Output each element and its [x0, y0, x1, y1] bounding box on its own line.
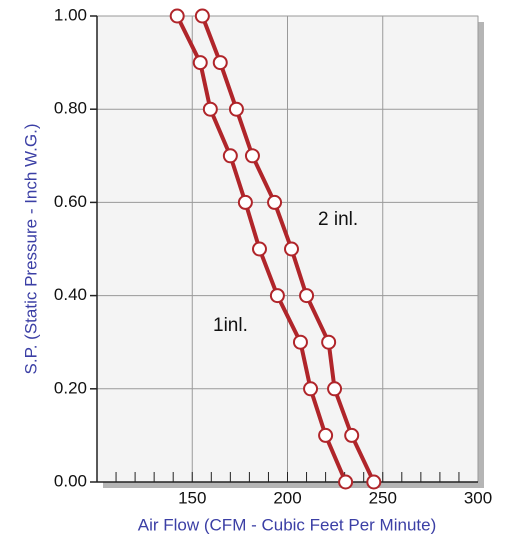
data-point — [192, 55, 208, 71]
data-point — [169, 8, 185, 24]
data-point — [222, 148, 238, 164]
data-point — [228, 101, 244, 117]
data-point — [194, 8, 210, 24]
y-tick-label: 0.80 — [54, 99, 87, 118]
x-axis-label: Air Flow (CFM - Cubic Feet Per Minute) — [138, 515, 437, 534]
data-point — [269, 288, 285, 304]
y-tick-label: 0.20 — [54, 378, 87, 397]
data-point — [299, 288, 315, 304]
data-point — [344, 427, 360, 443]
data-point — [338, 474, 354, 490]
data-point — [251, 241, 267, 257]
data-point — [292, 334, 308, 350]
data-point — [237, 194, 253, 210]
series-label: 1inl. — [213, 315, 248, 336]
data-point — [244, 148, 260, 164]
x-tick-label: 250 — [369, 488, 397, 507]
data-point — [303, 381, 319, 397]
y-tick-label: 0.00 — [54, 471, 87, 490]
series-label: 2 inl. — [318, 209, 358, 230]
data-point — [321, 334, 337, 350]
data-point — [327, 381, 343, 397]
data-point — [202, 101, 218, 117]
x-tick-label: 150 — [178, 488, 206, 507]
y-axis-label: S.P. (Static Pressure - Inch W.G.) — [21, 124, 40, 375]
data-point — [212, 55, 228, 71]
data-point — [267, 194, 283, 210]
x-tick-label: 300 — [464, 488, 492, 507]
data-point — [284, 241, 300, 257]
data-point — [318, 427, 334, 443]
data-point — [366, 474, 382, 490]
y-tick-label: 0.60 — [54, 192, 87, 211]
x-tick-label: 200 — [273, 488, 301, 507]
y-tick-label: 1.00 — [54, 5, 87, 24]
y-tick-label: 0.40 — [54, 285, 87, 304]
